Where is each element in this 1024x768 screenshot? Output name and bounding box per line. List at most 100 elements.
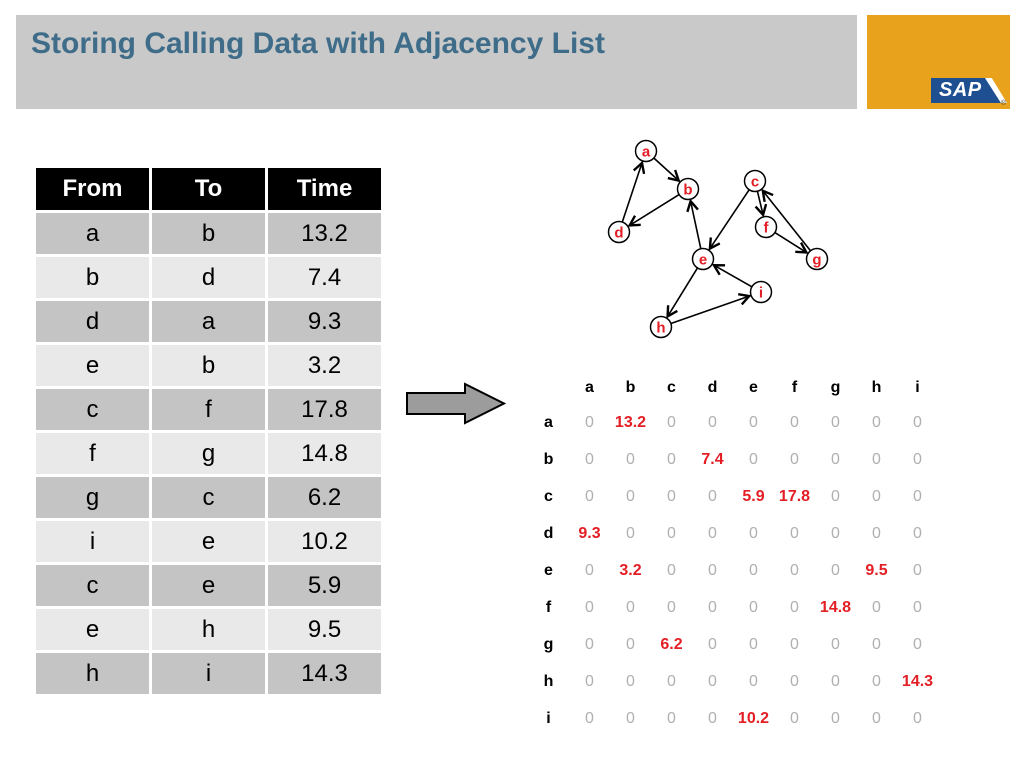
matrix-col-header: e bbox=[749, 379, 758, 396]
matrix-cell: 0 bbox=[749, 635, 758, 653]
matrix-cell: 0 bbox=[872, 672, 881, 690]
matrix-cell: 0 bbox=[790, 524, 799, 542]
matrix-cell: 0 bbox=[872, 635, 881, 653]
matrix-cell: 0 bbox=[626, 598, 635, 616]
table-cell: h bbox=[152, 609, 265, 650]
adjacency-matrix: a b c d e f g h i a 0 13.2 0 0 0 0 0 0 0 b 0 0 0 7.4 0 0 0 0 0 c 0 0 0 0… bbox=[528, 372, 938, 737]
matrix-cell: 0 bbox=[667, 524, 676, 542]
matrix-cell: 0 bbox=[831, 524, 840, 542]
slide-title: Storing Calling Data with Adjacency List bbox=[31, 27, 605, 60]
matrix-cell: 0 bbox=[790, 598, 799, 616]
graph-edge-i-e bbox=[714, 265, 753, 288]
sap-logo: SAP ® bbox=[867, 15, 1010, 109]
matrix-cell: 0 bbox=[585, 487, 594, 505]
calls-table: From To Time a b 13.2 b d 7.4 d a 9.3 e b 3.2 c f 17.8 f g… bbox=[33, 165, 384, 697]
matrix-row: c 0 0 0 0 5.9 17.8 0 0 0 bbox=[528, 478, 938, 515]
matrix-cell: 0 bbox=[790, 709, 799, 727]
table-cell: 9.5 bbox=[268, 609, 381, 650]
matrix-cell: 0 bbox=[626, 709, 635, 727]
table-cell: 3.2 bbox=[268, 345, 381, 386]
matrix-row-header: i bbox=[546, 709, 551, 727]
matrix-row-header: c bbox=[544, 487, 553, 505]
table-cell: e bbox=[36, 609, 149, 650]
table-cell: a bbox=[36, 213, 149, 254]
matrix-cell: 0 bbox=[872, 450, 881, 468]
table-cell: c bbox=[36, 389, 149, 430]
matrix-cell: 0 bbox=[626, 672, 635, 690]
matrix-col-header: b bbox=[625, 379, 636, 396]
table-row: e b 3.2 bbox=[36, 345, 381, 386]
matrix-cell: 0 bbox=[708, 598, 717, 616]
matrix-cell: 0 bbox=[790, 413, 799, 431]
matrix-cell: 5.9 bbox=[742, 487, 765, 505]
matrix-cell: 0 bbox=[749, 561, 758, 579]
graph-node-a bbox=[634, 139, 658, 163]
column-header: To bbox=[152, 168, 265, 210]
matrix-cell: 0 bbox=[913, 598, 922, 616]
matrix-cell: 0 bbox=[708, 524, 717, 542]
table-row: a b 13.2 bbox=[36, 213, 381, 254]
graph-node-g bbox=[805, 247, 829, 271]
matrix-cell: 0 bbox=[790, 635, 799, 653]
calls-table-header-row: From To Time bbox=[36, 168, 381, 210]
matrix-cell: 0 bbox=[626, 487, 635, 505]
table-cell: d bbox=[152, 257, 265, 298]
matrix-cell: 0 bbox=[872, 413, 881, 431]
table-cell: b bbox=[152, 345, 265, 386]
graph-edge-b-d bbox=[630, 193, 680, 226]
matrix-cell: 0 bbox=[913, 635, 922, 653]
matrix-cell: 0 bbox=[749, 524, 758, 542]
graph-edge-c-f bbox=[757, 191, 763, 215]
matrix-cell: 0 bbox=[585, 561, 594, 579]
matrix-cell: 0 bbox=[708, 709, 717, 727]
matrix-cell: 0 bbox=[585, 635, 594, 653]
graph-node-label: i bbox=[759, 285, 763, 302]
matrix-cell: 0 bbox=[913, 561, 922, 579]
graph-edges bbox=[621, 157, 812, 325]
matrix-cell: 0 bbox=[913, 524, 922, 542]
matrix-cell: 0 bbox=[913, 413, 922, 431]
matrix-cell: 0 bbox=[831, 635, 840, 653]
matrix-cell: 0 bbox=[667, 413, 676, 431]
sap-badge: SAP ® bbox=[931, 78, 1007, 107]
table-cell: e bbox=[36, 345, 149, 386]
matrix-cell: 0 bbox=[913, 450, 922, 468]
graph-edge-f-g bbox=[774, 231, 807, 253]
matrix-row: g 0 0 6.2 0 0 0 0 0 0 bbox=[528, 626, 938, 663]
matrix-col-header: f bbox=[791, 379, 798, 396]
graph-node-b bbox=[676, 177, 700, 201]
graph-node-label: h bbox=[656, 320, 665, 337]
table-cell: b bbox=[36, 257, 149, 298]
table-cell: 5.9 bbox=[268, 565, 381, 606]
graph-edge-e-b bbox=[691, 201, 702, 249]
table-cell: i bbox=[152, 653, 265, 694]
graph-node-c bbox=[743, 169, 767, 193]
matrix-cell: 0 bbox=[667, 487, 676, 505]
matrix-row: a 0 13.2 0 0 0 0 0 0 0 bbox=[528, 404, 938, 441]
matrix-cell: 0 bbox=[790, 561, 799, 579]
matrix-corner bbox=[528, 372, 569, 404]
matrix-cell: 0 bbox=[667, 450, 676, 468]
table-cell: 10.2 bbox=[268, 521, 381, 562]
matrix-cell: 9.5 bbox=[865, 561, 888, 579]
column-header: Time bbox=[268, 168, 381, 210]
table-cell: c bbox=[152, 477, 265, 518]
matrix-col-header: g bbox=[830, 379, 841, 396]
table-cell: f bbox=[152, 389, 265, 430]
title-bar: Storing Calling Data with Adjacency List bbox=[16, 15, 857, 109]
graph-edge-g-c bbox=[763, 191, 812, 252]
matrix-cell: 0 bbox=[749, 450, 758, 468]
table-row: e h 9.5 bbox=[36, 609, 381, 650]
table-cell: 6.2 bbox=[268, 477, 381, 518]
matrix-body: a 0 13.2 0 0 0 0 0 0 0 b 0 0 0 7.4 0 0 0 0 0 c 0 0 0 0 5.9 17.8 0 0 0… bbox=[528, 404, 938, 737]
matrix-row-header: a bbox=[544, 413, 553, 431]
transform-arrow-icon bbox=[406, 382, 507, 425]
graph-edge-a-b bbox=[653, 157, 679, 181]
matrix-row-header: d bbox=[543, 524, 554, 542]
table-cell: 14.3 bbox=[268, 653, 381, 694]
graph-node-d bbox=[607, 220, 631, 244]
graph-node-label: d bbox=[614, 225, 623, 242]
graph-edge-c-e bbox=[710, 189, 750, 249]
table-cell: 7.4 bbox=[268, 257, 381, 298]
matrix-cell: 0 bbox=[585, 450, 594, 468]
